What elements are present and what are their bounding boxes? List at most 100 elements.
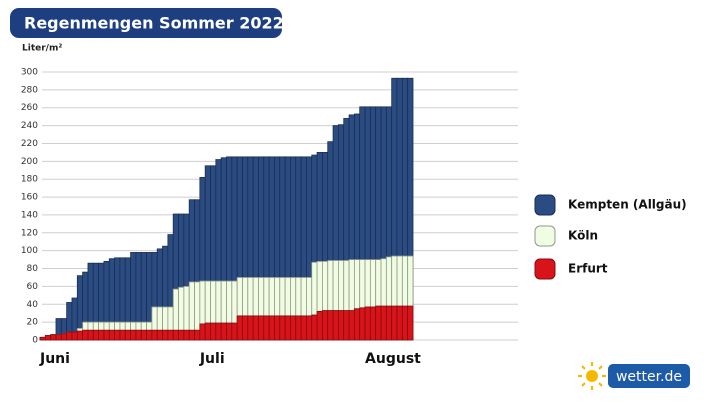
bar [380,305,387,341]
bar [385,305,393,341]
bar [82,329,89,341]
bar [199,323,206,341]
sun-rays [578,362,606,390]
bar [353,308,361,341]
logo-box [608,364,690,388]
legend-label: Kempten (Allgäu) [568,198,687,212]
sun [586,370,598,382]
bar [295,315,302,341]
bar [39,336,46,341]
x-tick-label: Juni [39,351,70,367]
bar [258,315,265,341]
y-axis-label: Liter/m² [22,44,62,54]
bar [401,305,409,341]
bar [204,322,211,341]
logo: wetter.de [578,362,690,390]
y-tick-label: 140 [21,210,38,220]
bar [215,322,222,341]
y-tick-label: 220 [21,139,38,149]
bar [369,306,377,341]
logo-text: wetter.de [616,369,682,385]
bar [274,315,281,341]
bar [268,315,275,341]
bar [140,329,147,341]
bar [327,310,334,341]
y-tick-label: 240 [21,121,38,131]
bar [188,329,195,341]
bar [332,310,339,341]
legend-swatch [534,225,556,247]
bar [364,306,371,341]
bar [290,315,297,341]
bar [311,314,318,341]
bar [343,310,350,341]
bar [194,329,201,341]
bar [231,322,238,341]
y-tick-label: 260 [21,103,38,113]
x-tick-label: Juli [199,351,225,367]
bar [50,334,57,341]
bar [114,329,121,341]
bar [300,315,307,341]
chart-title: Regenmengen Sommer 2022 [24,14,284,33]
bar [247,315,254,341]
x-tick-label: August [365,351,421,367]
y-tick-label: 20 [27,318,39,328]
bar [407,305,414,341]
bar [306,315,313,341]
legend-label: Köln [568,229,598,243]
bar [71,331,78,341]
bar [242,315,249,341]
bar [55,334,62,341]
bar [348,310,355,341]
bar [135,329,142,341]
bar [210,322,217,341]
title-box [10,8,282,38]
bar [396,305,403,341]
y-tick-label: 0 [32,336,38,346]
bar [66,331,73,341]
bar [124,329,131,341]
bar [156,329,163,341]
legend-swatch [534,258,556,280]
bar [76,330,84,341]
bar [391,305,398,341]
y-tick-label: 280 [21,85,38,95]
y-tick-label: 60 [27,282,39,292]
bar [151,329,158,341]
bar [226,322,233,341]
bar [130,329,137,341]
bar [172,329,179,341]
bar [279,315,286,341]
bar [167,329,174,341]
bar [178,329,185,341]
y-tick-label: 100 [21,246,38,256]
y-tick-label: 40 [27,300,39,310]
bar [98,329,105,341]
bar [252,315,259,341]
bar [92,329,100,341]
bar [44,335,52,341]
bar [183,329,190,341]
y-tick-label: 160 [21,193,38,203]
bar [322,310,329,341]
bar [263,315,270,341]
legend-label: Erfurt [568,262,608,276]
bar [103,329,110,341]
bar [87,329,94,341]
bar [220,322,227,341]
bar [337,310,345,341]
bar [119,329,126,341]
bar [60,333,68,341]
y-tick-label: 80 [27,264,39,274]
y-tick-label: 300 [21,68,38,78]
bar [108,329,116,341]
bar [236,315,243,341]
bar [359,307,366,341]
bar [375,305,382,341]
bar [284,315,291,341]
bar [146,329,153,341]
bar [316,311,323,341]
y-tick-label: 180 [21,175,38,185]
